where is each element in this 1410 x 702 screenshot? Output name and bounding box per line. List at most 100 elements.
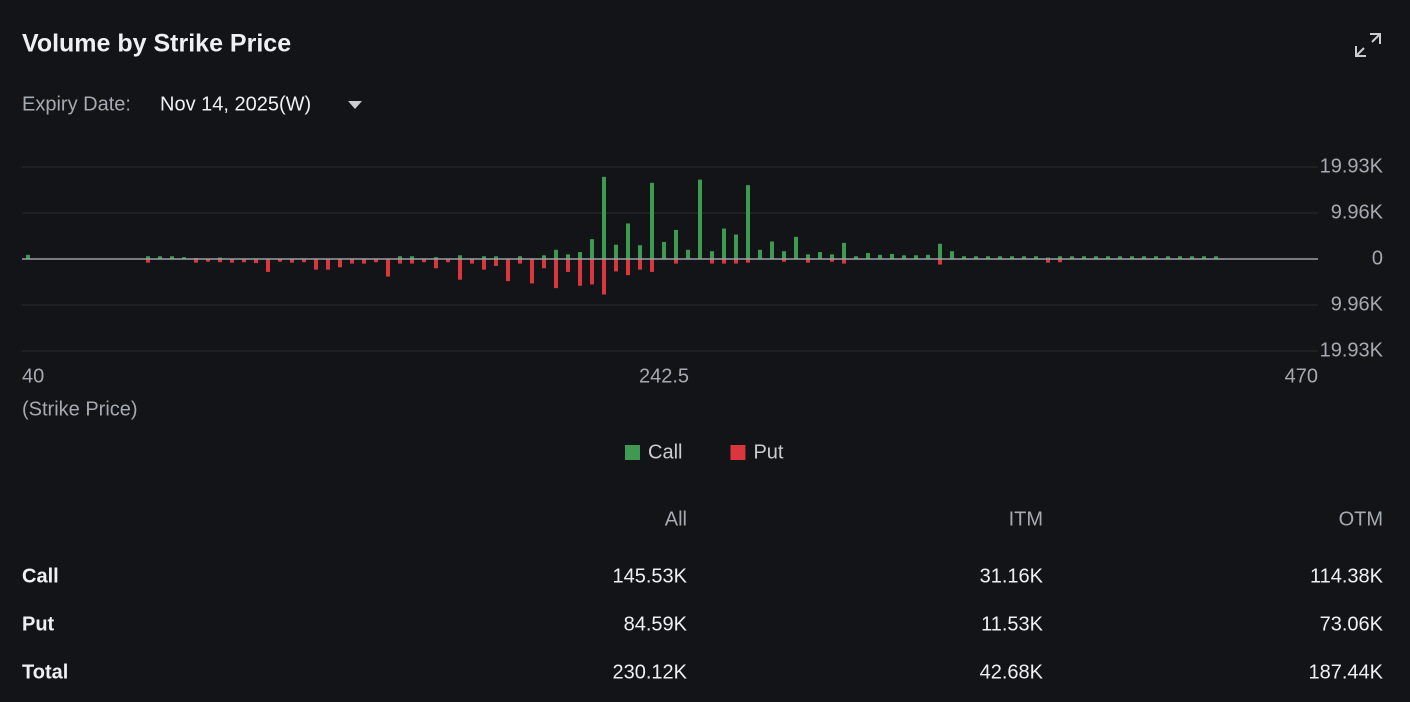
bar [938, 259, 942, 265]
bar [638, 259, 642, 270]
bar [1094, 256, 1098, 259]
bar [734, 234, 738, 259]
bar [578, 259, 582, 286]
bar [386, 259, 390, 277]
legend-swatch [625, 445, 640, 460]
bar [986, 256, 990, 259]
bar [278, 259, 282, 262]
bar [494, 256, 498, 259]
expiry-value: Nov 14, 2025(W) [160, 93, 311, 115]
bar [842, 259, 846, 264]
bar [1070, 256, 1074, 259]
bar [410, 256, 414, 259]
bar [626, 223, 630, 259]
legend-label: Call [648, 441, 682, 463]
bar [566, 259, 570, 272]
bar [1010, 256, 1014, 259]
bar [506, 259, 510, 282]
bar [674, 259, 678, 264]
bar [230, 259, 234, 263]
bar [410, 259, 414, 264]
cell-value: 31.16K [980, 565, 1044, 587]
cell-value: 11.53K [981, 613, 1044, 635]
bar [374, 259, 378, 263]
bar [938, 243, 942, 259]
bar [362, 259, 366, 264]
bar [650, 182, 654, 259]
column-header: All [665, 508, 687, 530]
bar [1022, 256, 1026, 259]
bar [710, 251, 714, 259]
bar [794, 236, 798, 259]
legend: Call Put [625, 441, 784, 463]
bar [146, 256, 150, 259]
bar [878, 254, 882, 259]
bar [602, 176, 606, 259]
bar [674, 229, 678, 259]
bar [710, 259, 714, 264]
bar [194, 259, 198, 263]
bar [1106, 256, 1110, 259]
bar [1166, 256, 1170, 259]
x-axis-label: (Strike Price) [22, 398, 138, 420]
bar [314, 259, 318, 270]
cell-value: 42.68K [980, 661, 1044, 683]
bar [398, 256, 402, 259]
bar [1178, 256, 1182, 259]
bar [1034, 256, 1038, 259]
cell-value: 145.53K [612, 565, 687, 587]
bar [614, 259, 618, 272]
legend-label: Put [753, 441, 783, 463]
bar [206, 259, 210, 262]
bar [1082, 256, 1086, 259]
bar [734, 259, 738, 264]
bar [1130, 256, 1134, 259]
bar [866, 252, 870, 259]
bar [434, 259, 438, 269]
y-tick-label: 19.93K [1320, 339, 1384, 361]
column-header: ITM [1009, 508, 1043, 530]
bar [590, 239, 594, 259]
y-tick-label: 0 [1372, 247, 1383, 269]
bar [182, 257, 186, 259]
x-tick-label: 470 [1285, 365, 1318, 387]
bar [398, 259, 402, 264]
bar [818, 252, 822, 259]
expiry-dropdown[interactable]: Nov 14, 2025(W) [160, 93, 362, 115]
bar [830, 259, 834, 262]
bar [290, 259, 294, 263]
bar [962, 256, 966, 259]
legend-item[interactable]: Call [625, 441, 682, 463]
bar [1214, 256, 1218, 259]
bar [1202, 256, 1206, 259]
bar [1190, 256, 1194, 259]
x-tick-label: 242.5 [639, 365, 689, 387]
bar [830, 254, 834, 259]
expand-button[interactable] [1355, 33, 1381, 57]
bar [566, 254, 570, 259]
bar [518, 259, 522, 264]
bar [146, 259, 150, 263]
bar [722, 259, 726, 264]
bar [602, 259, 606, 295]
bar [1142, 256, 1146, 259]
dropdown-caret [348, 101, 362, 109]
plot: 19.93K 9.96K 0 9.96K 19.93K 40 242.5 470 [22, 155, 1384, 387]
legend-item[interactable]: Put [730, 441, 784, 463]
bar [950, 251, 954, 259]
cell-value: 84.59K [624, 613, 688, 635]
bar [542, 259, 546, 269]
cell-value: 230.12K [612, 661, 687, 683]
bar [806, 254, 810, 259]
y-tick-label: 19.93K [1320, 155, 1384, 177]
bar [434, 257, 438, 259]
bar [422, 259, 426, 263]
legend-swatch [730, 445, 746, 460]
bar [26, 254, 30, 259]
bar [842, 242, 846, 259]
cell-value: 114.38K [1310, 565, 1384, 587]
bar [470, 259, 474, 264]
bar [1058, 256, 1062, 259]
